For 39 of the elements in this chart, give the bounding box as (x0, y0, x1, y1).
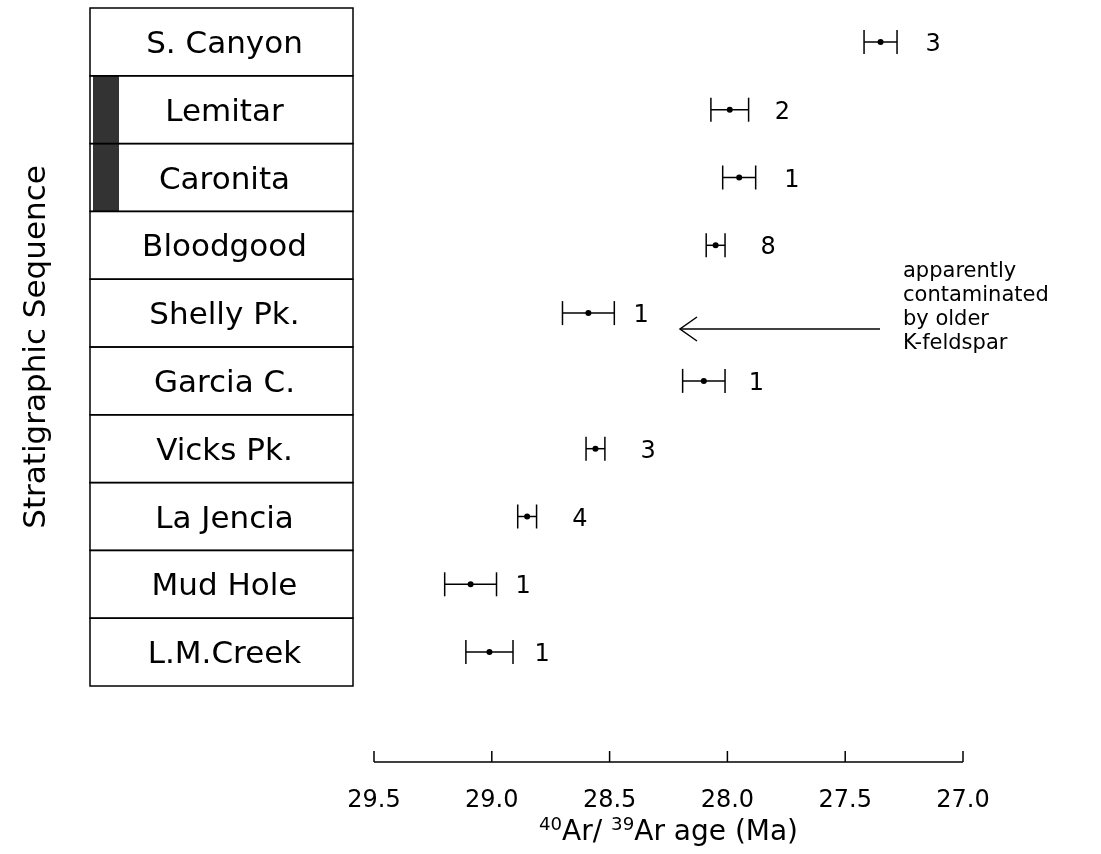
y-tick-label: Vicks Pk. (156, 430, 293, 467)
x-tick-label: 27.0 (936, 785, 990, 813)
point (592, 445, 599, 452)
point (736, 174, 743, 181)
point (524, 513, 531, 520)
y-tick-label: La Jencia (155, 498, 294, 535)
annotation: 2 (774, 96, 791, 125)
annotation: 1 (748, 367, 765, 396)
point (726, 106, 733, 113)
x-tick-label: 28.5 (582, 785, 637, 813)
point (712, 242, 719, 249)
annotation: 1 (534, 639, 550, 668)
y-tick-label: Caronita (158, 159, 291, 196)
x-tick-label: 29.0 (465, 785, 519, 813)
point (486, 649, 493, 656)
point (585, 310, 592, 317)
y-tick-label: S. Canyon (146, 23, 303, 60)
annotation: 1 (784, 164, 800, 193)
annotation: apparently contaminated by older K-feldspar (903, 258, 1049, 354)
annotation: 3 (925, 28, 941, 57)
y-tick-label: Lemitar (165, 91, 284, 128)
annotation: 1 (633, 300, 649, 329)
annotation: 3 (640, 435, 656, 464)
x-tick-label: 29.5 (347, 785, 401, 813)
y-axis-title: Stratigraphic Sequence (16, 165, 52, 529)
x-axis-title: $^{40}$Ar/ $^{39}$Ar age (Ma) (538, 812, 799, 847)
x-tick-label: 27.5 (818, 785, 872, 813)
point (467, 581, 474, 588)
point (700, 377, 707, 384)
annotation: 1 (515, 571, 531, 600)
x-tick-label: 28.0 (700, 785, 755, 813)
annotation: 8 (760, 232, 776, 261)
y-tick-label: Shelly Pk. (149, 295, 300, 332)
annotation: 4 (572, 503, 588, 532)
y-tick-label: Mud Hole (151, 566, 298, 603)
y-tick-label: Bloodgood (142, 227, 307, 264)
y-tick-label: Garcia C. (153, 362, 296, 399)
point (877, 38, 884, 45)
y-tick-label: L.M.Creek (147, 634, 302, 671)
